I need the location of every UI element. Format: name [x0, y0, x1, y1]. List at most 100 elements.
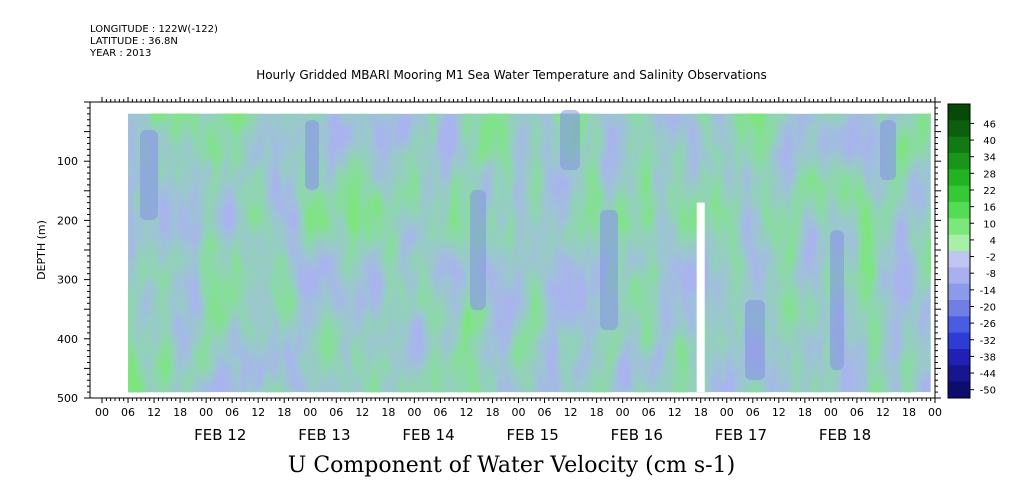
- y-tick-label: 100: [57, 155, 78, 168]
- x-day-label: FEB 12: [194, 426, 246, 444]
- colorbar-label: 16: [983, 203, 996, 214]
- colorbar-label: 34: [983, 153, 996, 164]
- x-day-label: FEB 18: [819, 426, 871, 444]
- latitude-label: LATITUDE : 36.8N: [90, 36, 178, 47]
- negative-velocity-patch: [745, 300, 765, 380]
- colorbar-swatch: [948, 332, 970, 350]
- y-tick-label: 300: [57, 274, 78, 287]
- colorbar-label: 10: [983, 219, 996, 230]
- x-hour-tick-label: 06: [329, 406, 343, 419]
- x-hour-tick-label: 18: [694, 406, 708, 419]
- x-hour-tick-label: 18: [173, 406, 187, 419]
- colorbar-swatch: [948, 349, 970, 366]
- x-day-label: FEB 13: [298, 426, 350, 444]
- metadata-block: LONGITUDE : 122W(-122) LATITUDE : 36.8N …: [90, 24, 218, 60]
- negative-velocity-patch: [305, 120, 319, 190]
- colorbar-swatch: [948, 153, 970, 170]
- negative-velocity-patch: [140, 130, 158, 220]
- x-hour-tick-label: 00: [824, 406, 838, 419]
- x-hour-tick-label: 18: [277, 406, 291, 419]
- x-hour-tick-label: 06: [642, 406, 656, 419]
- negative-velocity-patch: [600, 210, 618, 330]
- colorbar-label: -8: [986, 269, 996, 280]
- x-hour-tick-label: 06: [433, 406, 447, 419]
- colorbar-label: 4: [990, 236, 996, 247]
- colorbar-swatch: [948, 365, 970, 383]
- colorbar-swatch: [948, 234, 970, 252]
- y-axis-label: DEPTH (m): [35, 220, 48, 280]
- colorbar-swatch: [948, 251, 970, 268]
- x-hour-tick-label: 00: [303, 406, 317, 419]
- x-hour-tick-label: 00: [512, 406, 526, 419]
- x-hour-tick-label: 06: [225, 406, 239, 419]
- x-hour-tick-label: 06: [121, 406, 135, 419]
- colorbar-label: -44: [980, 369, 996, 380]
- colorbar-swatch: [948, 136, 970, 154]
- colorbar-label: -26: [980, 319, 996, 330]
- x-hour-tick-label: 18: [485, 406, 499, 419]
- negative-velocity-patch: [560, 110, 580, 170]
- colorbar: -50 -44 -38 -32 -26 -20 -14 -8 -2 4 10 16 22 28 34 40 46: [947, 103, 996, 399]
- x-hour-tick-label: 12: [668, 406, 682, 419]
- x-hour-tick-label: 12: [459, 406, 473, 419]
- chart-title-wrap: Hourly Gridded MBARI Mooring M1 Sea Wate…: [0, 68, 1009, 82]
- y-tick-label: 200: [57, 214, 78, 227]
- negative-velocity-patch: [830, 230, 844, 370]
- colorbar-label: -2: [986, 253, 996, 264]
- colorbar-swatch: [948, 120, 970, 138]
- x-hour-tick-label: 12: [772, 406, 786, 419]
- x-hour-tick-label: 00: [720, 406, 734, 419]
- x-hour-tick-label: 06: [746, 406, 760, 419]
- plot-area: [128, 110, 931, 393]
- colorbar-label: -32: [980, 336, 996, 347]
- x-hour-tick-label: 18: [590, 406, 604, 419]
- x-day-label: FEB 17: [715, 426, 767, 444]
- colorbar-swatch: [948, 267, 970, 285]
- x-hour-tick-label: 12: [251, 406, 265, 419]
- colorbar-label: 46: [983, 119, 996, 130]
- x-hour-tick-label: 18: [381, 406, 395, 419]
- negative-velocity-patch: [470, 190, 486, 310]
- colorbar-label: -20: [980, 302, 996, 313]
- x-hour-tick-label: 00: [407, 406, 421, 419]
- velocity-field-fill: [128, 113, 931, 393]
- colorbar-swatch: [948, 300, 970, 317]
- x-hour-tick-label: 12: [147, 406, 161, 419]
- x-hour-tick-label: 00: [928, 406, 942, 419]
- variable-title-wrap: U Component of Water Velocity (cm s-1): [0, 453, 1009, 478]
- colorbar-swatch: [948, 381, 970, 399]
- x-hour-tick-label: 06: [538, 406, 552, 419]
- x-hour-tick-label: 18: [798, 406, 812, 419]
- longitude-label: LONGITUDE : 122W(-122): [90, 24, 218, 35]
- colorbar-swatch: [948, 169, 970, 187]
- x-hour-tick-label: 00: [95, 406, 109, 419]
- x-hour-tick-label: 12: [876, 406, 890, 419]
- x-hour-tick-label: 00: [616, 406, 630, 419]
- colorbar-label: 22: [983, 186, 996, 197]
- colorbar-label: -14: [980, 286, 996, 297]
- axes: 00 06 12 18 00 06 12 18 00 06 12 18 00 06 12 18 00 06 12 18…: [35, 97, 942, 444]
- x-hour-tick-label: 12: [564, 406, 578, 419]
- colorbar-label: 28: [983, 169, 996, 180]
- velocity-field: [128, 110, 931, 393]
- y-tick-label: 500: [57, 392, 78, 405]
- colorbar-swatch: [948, 316, 970, 334]
- chart-title: Hourly Gridded MBARI Mooring M1 Sea Wate…: [256, 68, 767, 82]
- year-label: YEAR : 2013: [90, 48, 152, 59]
- colorbar-swatch: [948, 185, 970, 203]
- colorbar-swatch: [948, 218, 970, 236]
- x-hour-tick-label: 00: [199, 406, 213, 419]
- x-hour-tick-label: 12: [355, 406, 369, 419]
- colorbar-label: -50: [980, 386, 996, 397]
- colorbar-frame: [947, 103, 971, 399]
- x-day-label: FEB 14: [402, 426, 454, 444]
- y-tick-label: 400: [57, 333, 78, 346]
- colorbar-swatch: [948, 283, 970, 301]
- variable-title: U Component of Water Velocity (cm s-1): [287, 453, 736, 478]
- x-hour-tick-label: 18: [902, 406, 916, 419]
- colorbar-swatch: [948, 104, 970, 121]
- x-hour-tick-label: 06: [850, 406, 864, 419]
- colorbar-label: 40: [983, 136, 996, 147]
- colorbar-swatch: [948, 202, 970, 219]
